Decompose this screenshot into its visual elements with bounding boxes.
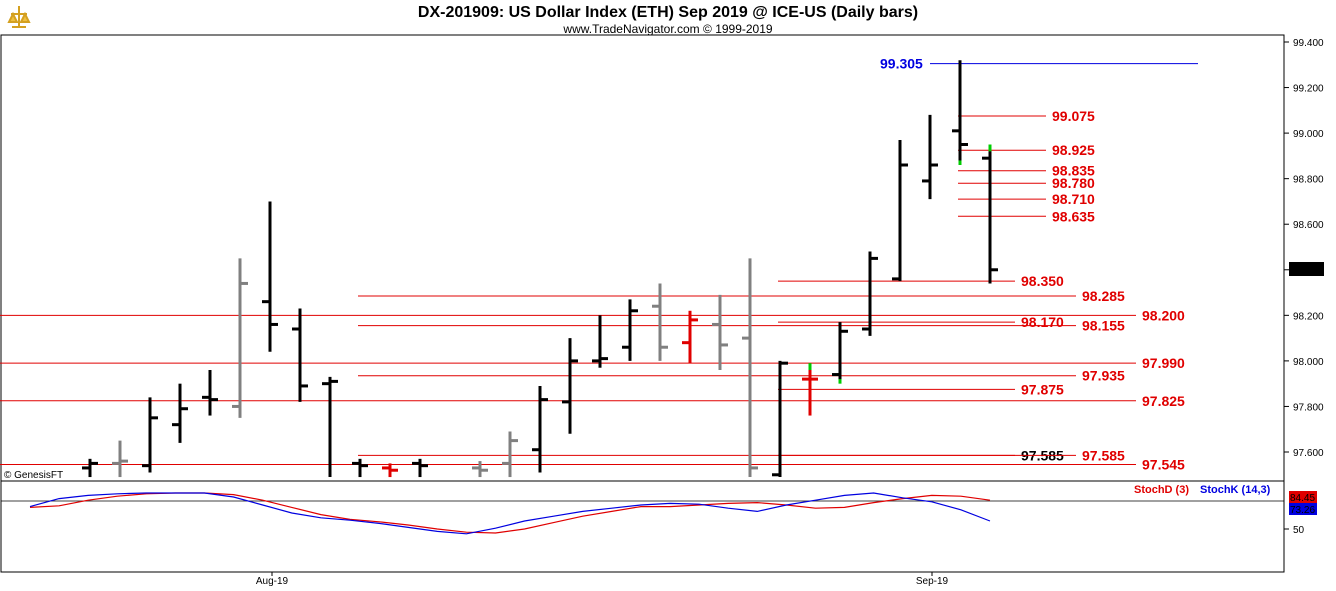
oscillator-tick-label: 50 (1293, 525, 1305, 536)
ohlc-bar (862, 251, 878, 336)
price-level-label: 98.835 (1052, 163, 1095, 179)
price-level-label: 97.545 (1142, 457, 1185, 473)
stochastic-line (29, 492, 991, 535)
last-price-badge: 98.395 (1289, 262, 1324, 276)
ohlc-bar (232, 258, 248, 418)
ohlc-bar (292, 308, 308, 402)
price-tick-label: 99.400 (1293, 38, 1324, 49)
ohlc-bar (742, 258, 758, 478)
ohlc-bar (472, 461, 488, 478)
price-level-label: 99.075 (1052, 108, 1095, 124)
ohlc-bar (892, 139, 908, 282)
ohlc-bar (652, 283, 668, 361)
ohlc-bar (682, 310, 698, 364)
price-level-label: 98.155 (1082, 318, 1125, 334)
stoch-k-value: 73.26 (1290, 505, 1315, 516)
ohlc-bar (112, 440, 128, 478)
price-tick-label: 98.800 (1293, 175, 1324, 186)
chart-title: DX-201909: US Dollar Index (ETH) Sep 201… (418, 4, 918, 21)
ohlc-bar (802, 363, 818, 416)
price-level-label: 98.285 (1082, 288, 1125, 304)
ohlc-bar (562, 338, 578, 434)
price-level-label: 97.990 (1142, 355, 1185, 371)
ohlc-bar (202, 370, 218, 416)
price-tick-label: 98.200 (1293, 311, 1324, 322)
price-level-label: 98.710 (1052, 191, 1095, 207)
stoch-k-value-badge (1289, 503, 1317, 515)
ohlc-bar (592, 315, 608, 368)
ohlc-bars (82, 60, 998, 478)
ohlc-bar (142, 397, 158, 473)
price-level-label: 98.350 (1021, 273, 1064, 289)
price-level-label: 97.825 (1142, 393, 1185, 409)
ohlc-bar (712, 294, 728, 370)
genesis-watermark: © GenesisFT (4, 470, 63, 481)
ohlc-bar (922, 114, 938, 200)
price-level-label: 97.585 (1082, 447, 1125, 463)
price-level-label: 98.635 (1052, 208, 1095, 224)
time-axis: Aug-19 Sep-19 (256, 572, 949, 587)
ohlc-bar (772, 360, 788, 478)
price-level-label: 98.200 (1142, 307, 1185, 323)
ohlc-bar (412, 458, 428, 478)
price-tick-label: 99.200 (1293, 84, 1324, 95)
stoch-d-value-badge (1289, 491, 1317, 503)
price-tick-label: 97.600 (1293, 448, 1324, 459)
price-tick-label: 97.800 (1293, 402, 1324, 413)
stoch-k-legend: StochK (14,3) (1200, 484, 1271, 496)
price-level-label: 97.875 (1021, 381, 1064, 397)
price-tick-label: 98.600 (1293, 220, 1324, 231)
price-level-label: 98.780 (1052, 175, 1095, 191)
ohlc-bar (382, 463, 398, 478)
ohlc-bar (262, 201, 278, 352)
ohlc-bar (172, 383, 188, 443)
ohlc-bar (622, 299, 638, 361)
ohlc-bar (952, 60, 968, 165)
price-tick-label: 98.000 (1293, 357, 1324, 368)
ohlc-bar (532, 385, 548, 473)
price-levels: 99.305 99.075 98.925 98.83598.78098.71098.6… (0, 56, 1198, 473)
stoch-d-legend: StochD (3) (1134, 484, 1189, 496)
ohlc-bar (322, 376, 338, 478)
price-level-label: 98.925 (1052, 142, 1095, 158)
ohlc-bar (832, 322, 848, 382)
price-level-label: 98.170 (1021, 314, 1064, 330)
ohlc-bar (502, 431, 518, 478)
ohlc-bar (982, 146, 998, 284)
time-tick-label: Aug-19 (256, 576, 289, 587)
trade-navigator-logo-icon (4, 4, 34, 32)
ohlc-bar (352, 458, 368, 478)
stoch-d-value: 84.45 (1290, 493, 1315, 504)
last-price-label: 98.395 (1291, 265, 1322, 276)
time-tick-label: Sep-19 (916, 576, 949, 587)
price-level-label: 99.305 (880, 56, 923, 72)
chart-subtitle: www.TradeNavigator.com © 1999-2019 (562, 22, 772, 36)
price-level-label: 97.935 (1082, 368, 1125, 384)
ohlc-bar (82, 458, 98, 478)
price-tick-label: 99.000 (1293, 129, 1324, 140)
